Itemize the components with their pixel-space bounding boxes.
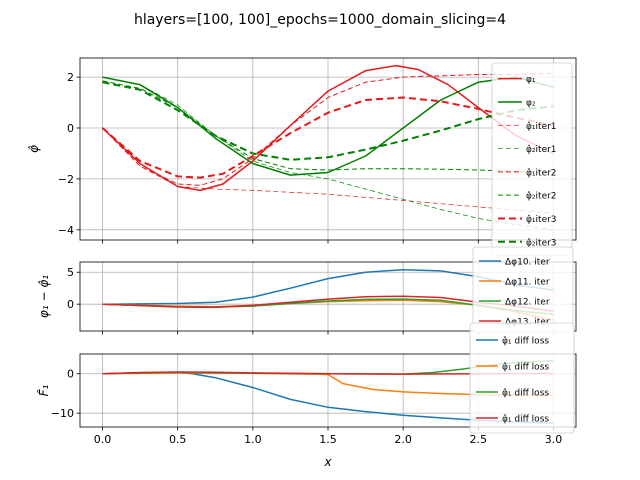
legend-label: φ̂₁ diff loss bbox=[502, 362, 549, 373]
ytick-label: 0 bbox=[67, 368, 74, 381]
series-line-top-6 bbox=[101, 96, 554, 179]
legend-bottom: φ̂₁ diff loss φ̂₁ diff loss φ̂₁ diff loss φ… bbox=[469, 322, 575, 434]
legend-box bbox=[491, 62, 573, 256]
ylabel: F̂₁ bbox=[37, 384, 51, 396]
ytick-label: −4 bbox=[58, 224, 74, 237]
legend-label: Δφ10. iter bbox=[505, 258, 550, 268]
legend-label: φ̂₁ diff loss bbox=[502, 414, 549, 425]
xtick-label: 3.0 bbox=[545, 433, 563, 446]
ylabel: φ̂ bbox=[27, 145, 41, 153]
panel-bottom: −10 0 0.0 0.5 1.0 1.5 2.0 2.5 3.0 F̂₁ x φ̂₁ diff lo… bbox=[37, 322, 577, 469]
legend-label: φ̂₁ diff loss bbox=[502, 388, 549, 399]
legend-label: φ₁ bbox=[526, 75, 536, 85]
legend-middle: Δφ10. iter Δφ11. iter Δφ12. iter Δφ13. iter bbox=[472, 246, 574, 334]
series-line-bottom-3 bbox=[102, 371, 554, 375]
ytick-label: 0 bbox=[67, 122, 74, 135]
legend-label: φ̂₂iter3 bbox=[526, 237, 557, 248]
series-line-top-5 bbox=[102, 80, 554, 173]
legend-label: φ̂₁iter3 bbox=[526, 214, 557, 225]
ytick-label: 5 bbox=[67, 266, 74, 279]
legend-top: φ₁ φ₂ φ̂₁iter1 φ̂₂iter1 φ̂₁iter2 φ̂₂iter2 φ̂₁i… bbox=[491, 62, 573, 256]
series-line-top-3 bbox=[102, 76, 554, 231]
ytick-label: −10 bbox=[51, 407, 74, 420]
ylabel: φ₁ − φ̂₁ bbox=[37, 275, 51, 318]
ytick-label: 0 bbox=[67, 298, 74, 311]
series-line-top-4 bbox=[102, 72, 554, 186]
ytick-label: −2 bbox=[58, 173, 74, 186]
legend-label: φ̂₁iter1 bbox=[526, 121, 557, 132]
legend-label: Δφ13. iter bbox=[505, 318, 550, 328]
legend-label: φ̂₁ diff loss bbox=[502, 336, 549, 347]
legend-label: φ̂₁iter2 bbox=[526, 167, 557, 178]
legend-box bbox=[469, 322, 575, 434]
xtick-label: 0.0 bbox=[94, 433, 112, 446]
panel-middle: 0 5 φ₁ − φ̂₁ Δφ10. iter Δφ11. iter Δφ12. iter… bbox=[37, 246, 577, 335]
ytick-label: 2 bbox=[67, 71, 74, 84]
legend-label: Δφ11. iter bbox=[505, 278, 550, 288]
legend-label: Δφ12. iter bbox=[505, 298, 550, 308]
legend-label: φ̂₂iter2 bbox=[526, 191, 557, 202]
xtick-label: 2.0 bbox=[394, 433, 412, 446]
xtick-label: 0.5 bbox=[169, 433, 187, 446]
series-line-top-0 bbox=[101, 64, 554, 192]
figure-title: hlayers=[100, 100]_epochs=1000_domain_sl… bbox=[134, 12, 506, 28]
legend-label: φ₂ bbox=[526, 98, 536, 108]
legend-label: φ̂₂iter1 bbox=[526, 144, 557, 155]
panel-top: −4 −2 0 2 φ̂ φ₁ φ₂ φ̂₁iter1 φ̂₂iter1 φ̂₁iter2 φ̂₂i… bbox=[27, 57, 577, 256]
series-group bbox=[101, 64, 554, 231]
series-line-top-2 bbox=[102, 127, 554, 214]
xtick-label: 2.5 bbox=[470, 433, 488, 446]
xtick-label: 1.0 bbox=[244, 433, 262, 446]
xlabel: x bbox=[323, 455, 332, 469]
xtick-label: 1.5 bbox=[319, 433, 337, 446]
series-line-top-7 bbox=[102, 81, 554, 161]
